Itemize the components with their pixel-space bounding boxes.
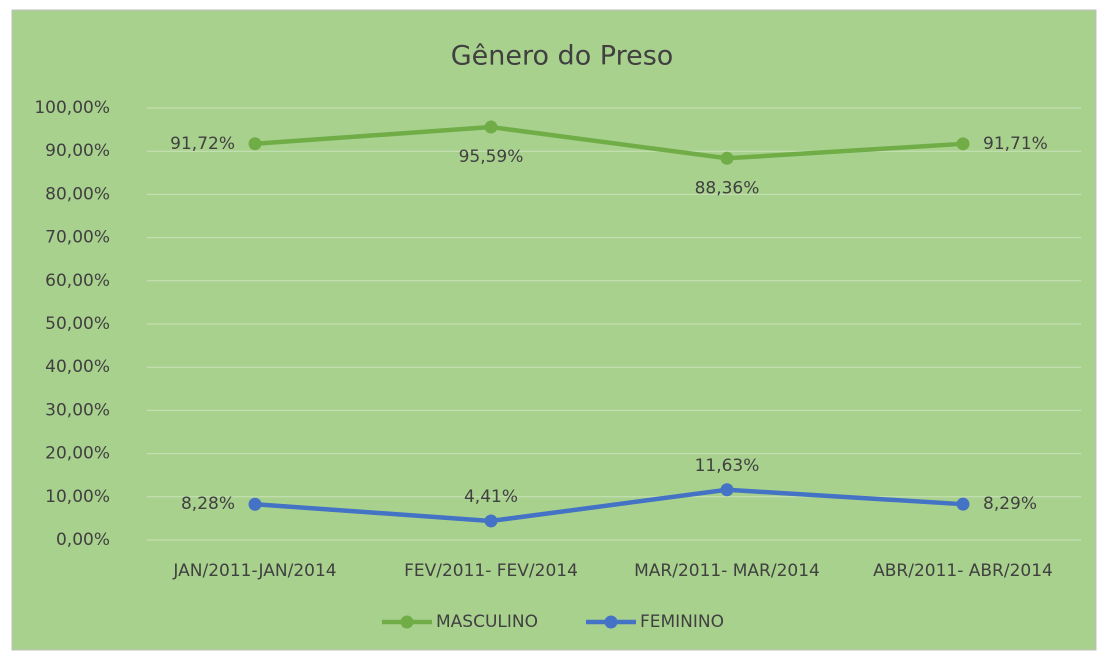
- legend-label: FEMININO: [640, 612, 724, 632]
- x-tick-label: JAN/2011-JAN/2014: [172, 561, 336, 581]
- data-label: 8,28%: [181, 494, 235, 514]
- data-point: [720, 483, 734, 497]
- data-point: [248, 137, 262, 151]
- data-point: [956, 137, 970, 151]
- series-line: [254, 124, 964, 161]
- legend-label: MASCULINO: [436, 612, 538, 632]
- data-label: 8,29%: [983, 494, 1037, 514]
- y-tick-label: 90,00%: [45, 141, 110, 161]
- y-tick-label: 60,00%: [45, 271, 110, 291]
- x-tick-label: MAR/2011- MAR/2014: [634, 561, 820, 581]
- data-label: 91,71%: [983, 134, 1048, 154]
- data-label: 95,59%: [459, 147, 524, 167]
- chart-area: [11, 9, 1097, 651]
- y-tick-label: 10,00%: [45, 487, 110, 507]
- data-label: 11,63%: [695, 456, 760, 476]
- y-tick-label: 0,00%: [56, 530, 110, 550]
- data-point: [956, 497, 970, 511]
- series-line: [254, 487, 964, 524]
- data-point: [484, 514, 498, 528]
- data-point: [484, 120, 498, 134]
- y-tick-label: 70,00%: [45, 228, 110, 248]
- legend-marker: [604, 615, 618, 629]
- x-tick-label: FEV/2011- FEV/2014: [404, 561, 578, 581]
- x-tick-label: ABR/2011- ABR/2014: [873, 561, 1053, 581]
- y-tick-label: 50,00%: [45, 314, 110, 334]
- data-point: [720, 151, 734, 165]
- y-tick-label: 80,00%: [45, 184, 110, 204]
- data-label: 91,72%: [170, 134, 235, 154]
- y-tick-label: 100,00%: [34, 98, 110, 118]
- y-tick-label: 20,00%: [45, 444, 110, 464]
- legend-marker: [400, 615, 414, 629]
- y-tick-label: 40,00%: [45, 357, 110, 377]
- data-point: [248, 497, 262, 511]
- data-label: 88,36%: [695, 178, 760, 198]
- y-tick-label: 30,00%: [45, 400, 110, 420]
- data-label: 4,41%: [464, 487, 518, 507]
- chart-title: Gênero do Preso: [451, 41, 674, 72]
